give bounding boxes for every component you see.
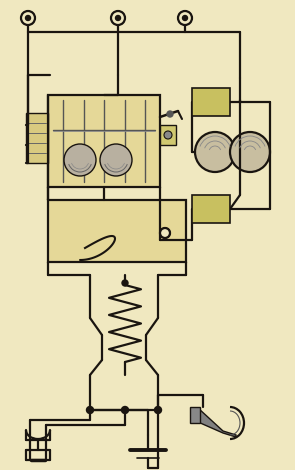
FancyBboxPatch shape	[48, 95, 160, 187]
Circle shape	[21, 11, 35, 25]
Circle shape	[155, 407, 161, 414]
Polygon shape	[198, 408, 236, 437]
FancyBboxPatch shape	[48, 200, 186, 262]
Circle shape	[122, 280, 128, 286]
Circle shape	[195, 132, 235, 172]
Circle shape	[64, 144, 96, 176]
Circle shape	[178, 11, 192, 25]
Circle shape	[230, 132, 270, 172]
Circle shape	[167, 111, 173, 117]
Circle shape	[160, 228, 170, 238]
FancyBboxPatch shape	[190, 407, 200, 423]
Circle shape	[160, 228, 170, 238]
FancyBboxPatch shape	[192, 195, 230, 223]
FancyBboxPatch shape	[26, 113, 48, 163]
Circle shape	[122, 407, 129, 414]
Circle shape	[25, 16, 30, 21]
Circle shape	[100, 144, 132, 176]
FancyBboxPatch shape	[192, 88, 230, 116]
Circle shape	[86, 407, 94, 414]
Circle shape	[116, 16, 120, 21]
Circle shape	[183, 16, 188, 21]
FancyBboxPatch shape	[160, 125, 176, 145]
Circle shape	[164, 131, 172, 139]
Circle shape	[111, 11, 125, 25]
Circle shape	[161, 229, 168, 236]
